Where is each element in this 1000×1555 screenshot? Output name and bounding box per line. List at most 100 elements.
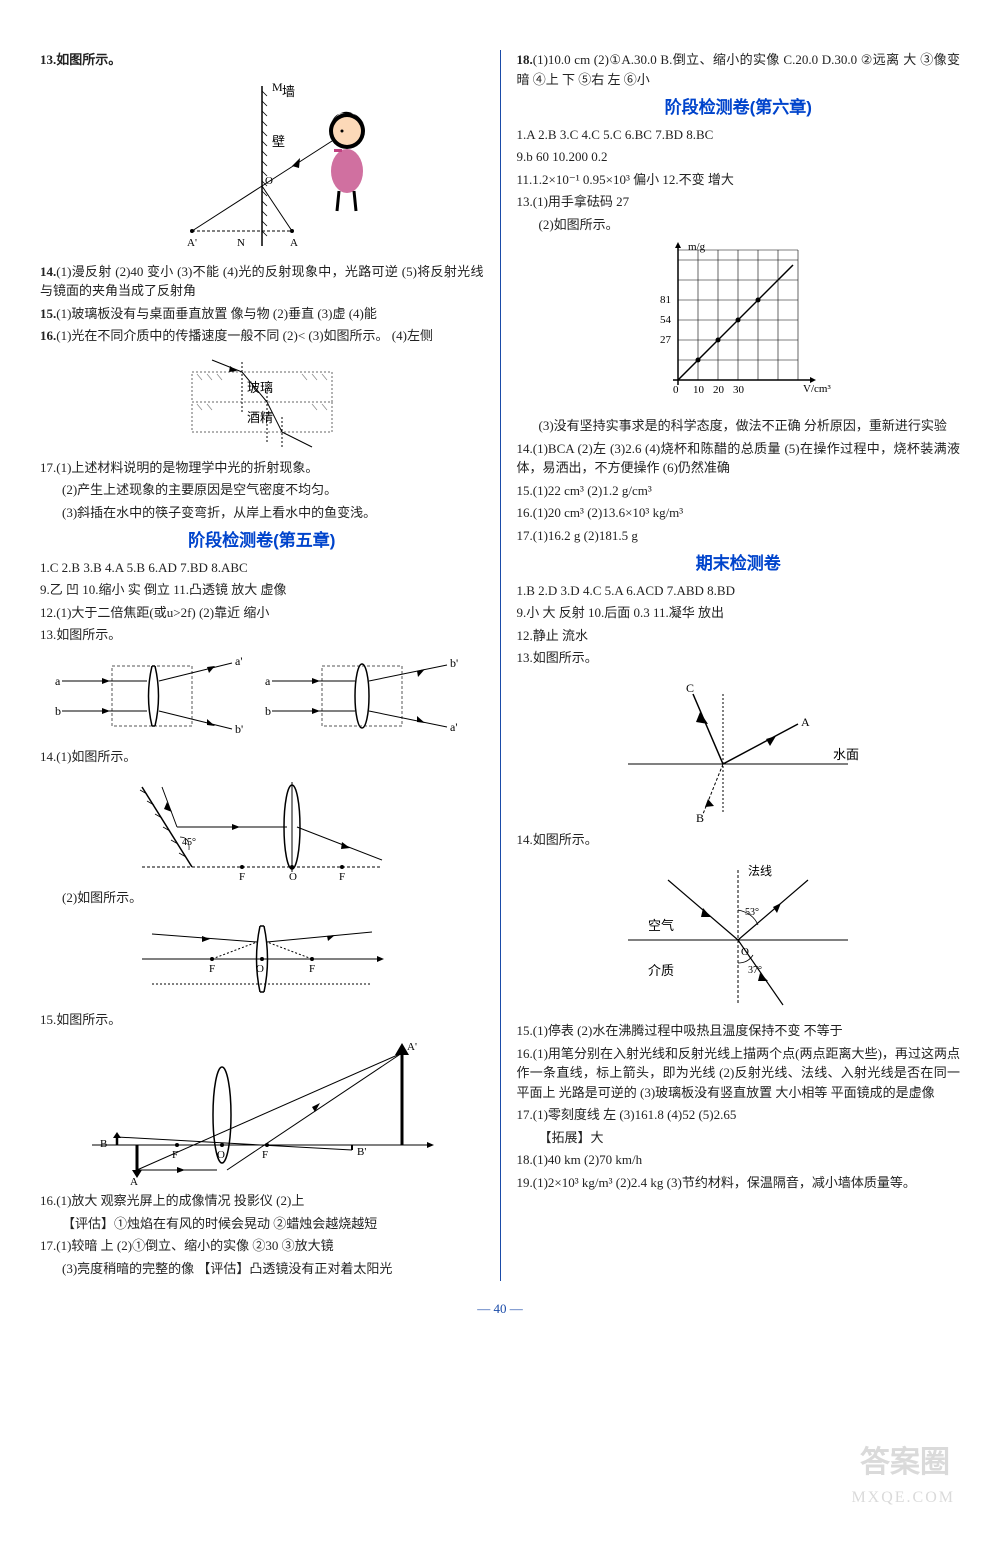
svg-text:A: A [290, 237, 298, 249]
l6-1: 1.A 2.B 3.C 4.C 5.C 6.BC 7.BD 8.BC [517, 125, 961, 145]
svg-text:B': B' [357, 1146, 366, 1158]
svg-text:水面: 水面 [833, 747, 859, 762]
svg-text:F: F [339, 871, 345, 882]
svg-text:O: O [217, 1149, 225, 1161]
q17f: 17.(1)零刻度线 左 (3)161.8 (4)52 (5)2.65 [517, 1105, 961, 1125]
watermark-url: MXQE.COM [851, 1486, 955, 1510]
q15: 15.(1)玻璃板没有与桌面垂直放置 像与物 (2)垂直 (3)虚 (4)能 [40, 304, 484, 324]
svg-text:V/cm³: V/cm³ [803, 383, 831, 395]
svg-text:空气: 空气 [648, 918, 674, 933]
watermark: 答案圈 [860, 1440, 950, 1485]
fig13f: 水面 C A B [608, 674, 868, 824]
fig14b-1: F O F 45° [122, 772, 402, 882]
svg-text:54: 54 [660, 314, 672, 326]
svg-text:B: B [696, 811, 704, 824]
svg-text:m/g: m/g [688, 241, 706, 253]
q17-2: (2)产生上述现象的主要原因是空气密度不均匀。 [40, 480, 484, 500]
svg-text:53°: 53° [745, 907, 759, 918]
q16: 16.(1)光在不同介质中的传播速度一般不同 (2)< (3)如图所示。 (4)… [40, 326, 484, 346]
l5-2: 9.乙 凹 10.缩小 实 倒立 11.凸透镜 放大 虚像 [40, 580, 484, 600]
q17-1: 17.(1)上述材料说明的是物理学中光的折射现象。 [40, 458, 484, 478]
svg-text:O: O [265, 175, 273, 187]
svg-text:F: F [309, 963, 315, 975]
fig13-mirror: M 墙 壁 A' A N O [132, 76, 392, 256]
l6-2: 9.b 60 10.200 0.2 [517, 147, 961, 167]
svg-text:B: B [100, 1138, 107, 1150]
svg-text:A': A' [187, 237, 197, 249]
l5-3: 12.(1)大于二倍焦距(或u>2f) (2)靠近 缩小 [40, 603, 484, 623]
svg-text:a: a [265, 674, 271, 688]
fig15: F O F A B A' B' [82, 1035, 442, 1185]
svg-text:a': a' [235, 654, 243, 668]
fig16-refraction: 玻璃 酒精 [162, 352, 362, 452]
svg-text:10: 10 [693, 384, 705, 396]
svg-text:b: b [265, 704, 271, 718]
svg-text:b': b' [235, 722, 243, 736]
q13c-2: (2)如图所示。 [517, 215, 961, 235]
svg-text:30: 30 [733, 384, 745, 396]
q16b-eval: 【评估】①烛焰在有风的时候会晃动 ②蜡烛会越烧越短 [40, 1214, 484, 1234]
fig14b-2: F O F [132, 914, 392, 1004]
q14b-2: (2)如图所示。 [40, 888, 484, 908]
q17c: 17.(1)16.2 g (2)181.5 g [517, 526, 961, 546]
svg-text:F: F [239, 871, 245, 882]
lf-3: 12.静止 流水 [517, 626, 961, 646]
q14f: 14.如图所示。 [517, 830, 961, 850]
q13: 13.如图所示。 [40, 50, 484, 70]
svg-text:F: F [262, 1149, 268, 1161]
fig13c-graph: m/g V/cm³ 81 54 27 0 10 20 30 [638, 240, 838, 410]
lf-1: 1.B 2.D 3.D 4.C 5.A 6.ACD 7.ABD 8.BD [517, 581, 961, 601]
q19f: 19.(1)2×10³ kg/m³ (2)2.4 kg (3)节约材料，保温隔音… [517, 1173, 961, 1193]
lf-2: 9.小 大 反射 10.后面 0.3 11.凝华 放出 [517, 603, 961, 623]
q17-3: (3)斜插在水中的筷子变弯折，从岸上看水中的鱼变浅。 [40, 503, 484, 523]
svg-text:C: C [686, 681, 694, 695]
q15f: 15.(1)停表 (2)水在沸腾过程中吸热且温度保持不变 不等于 [517, 1021, 961, 1041]
fig14f: 法线 空气 介质 O 53° 37° [608, 855, 868, 1015]
svg-text:F: F [209, 963, 215, 975]
svg-text:介质: 介质 [648, 963, 674, 978]
svg-text:0: 0 [673, 384, 679, 396]
section6: 阶段检测卷(第六章) [517, 95, 961, 121]
q15c: 15.(1)22 cm³ (2)1.2 g/cm³ [517, 481, 961, 501]
q13b: 13.如图所示。 [40, 625, 484, 645]
svg-text:F: F [172, 1149, 178, 1161]
l5-1: 1.C 2.B 3.B 4.A 5.B 6.AD 7.BD 8.ABC [40, 558, 484, 578]
q17b-eval: (3)亮度稍暗的完整的像 【评估】凸透镜没有正对着太阳光 [40, 1259, 484, 1279]
svg-text:法线: 法线 [748, 864, 772, 878]
section-final: 期末检测卷 [517, 551, 961, 577]
svg-text:b: b [55, 704, 61, 718]
q13c-3: (3)没有坚持实事求是的科学态度，做法不正确 分析原因，重新进行实验 [517, 416, 961, 436]
svg-text:27: 27 [660, 334, 672, 346]
svg-text:O: O [256, 963, 264, 975]
section5: 阶段检测卷(第五章) [40, 528, 484, 554]
q15b: 15.如图所示。 [40, 1010, 484, 1030]
q16b: 16.(1)放大 观察光屏上的成像情况 投影仪 (2)上 [40, 1191, 484, 1211]
svg-text:81: 81 [660, 294, 671, 306]
q17b: 17.(1)较暗 上 (2)①倒立、缩小的实像 ②30 ③放大镜 [40, 1236, 484, 1256]
svg-text:壁: 壁 [272, 134, 285, 149]
svg-text:a': a' [450, 720, 458, 734]
q16f: 16.(1)用笔分别在入射光线和反射光线上描两个点(两点距离大些)，再过这两点作… [517, 1044, 961, 1103]
svg-text:A: A [130, 1176, 138, 1185]
q14b-1: 14.(1)如图所示。 [40, 747, 484, 767]
svg-text:N: N [237, 237, 245, 249]
q13c-1: 13.(1)用手拿砝码 27 [517, 192, 961, 212]
svg-text:b': b' [450, 656, 458, 670]
svg-text:20: 20 [713, 384, 725, 396]
svg-text:37°: 37° [748, 965, 762, 976]
svg-text:O: O [289, 871, 297, 882]
svg-text:O: O [741, 946, 749, 958]
q16c: 16.(1)20 cm³ (2)13.6×10³ kg/m³ [517, 503, 961, 523]
q14: 14.(1)漫反射 (2)40 变小 (3)不能 (4)光的反射现象中，光路可逆… [40, 262, 484, 301]
q14c: 14.(1)BCA (2)左 (3)2.6 (4)烧杯和陈醋的总质量 (5)在操… [517, 439, 961, 478]
svg-text:a: a [55, 674, 61, 688]
q13f: 13.如图所示。 [517, 648, 961, 668]
q18f: 18.(1)40 km (2)70 km/h [517, 1150, 961, 1170]
svg-text:A': A' [407, 1041, 417, 1053]
page-footer: — 40 — [40, 1299, 960, 1319]
l6-3: 11.1.2×10⁻¹ 0.95×10³ 偏小 12.不变 增大 [517, 170, 961, 190]
q17f-ext: 【拓展】大 [517, 1128, 961, 1148]
svg-text:A: A [801, 715, 810, 729]
r-q18: 18.(1)10.0 cm (2)①A.30.0 B.倒立、缩小的实像 C.20… [517, 50, 961, 89]
fig13b-lenses: a b a' b' a b b' a' [52, 651, 472, 741]
